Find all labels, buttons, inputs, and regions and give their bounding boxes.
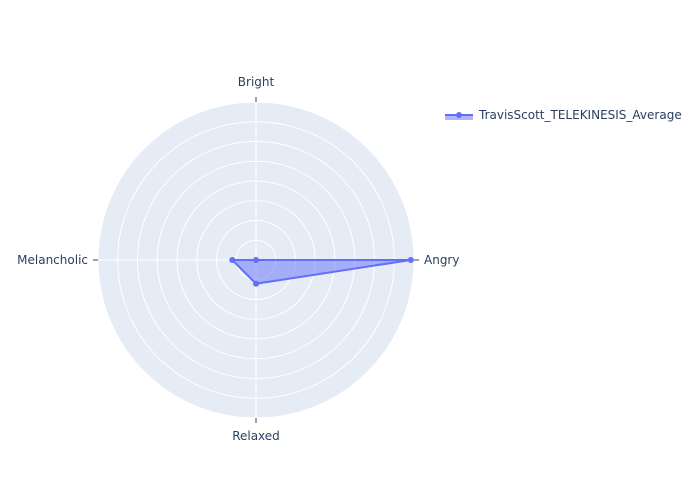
axis-labels: Bright Angry Relaxed Melancholic bbox=[17, 75, 459, 443]
data-point-bright bbox=[253, 257, 259, 263]
axis-label-melancholic: Melancholic bbox=[17, 253, 88, 267]
series-layer bbox=[229, 257, 414, 287]
axis-label-relaxed: Relaxed bbox=[232, 429, 280, 443]
data-point-melancholic bbox=[229, 257, 236, 263]
axis-label-bright: Bright bbox=[238, 75, 275, 89]
data-point-relaxed bbox=[253, 280, 259, 287]
legend-series-label: TravisScott_TELEKINESIS_Average bbox=[478, 108, 682, 122]
data-point-angry bbox=[407, 257, 414, 263]
axis-label-angry: Angry bbox=[424, 253, 459, 267]
legend-swatch-marker bbox=[456, 112, 462, 118]
legend[interactable]: TravisScott_TELEKINESIS_Average bbox=[445, 108, 682, 122]
